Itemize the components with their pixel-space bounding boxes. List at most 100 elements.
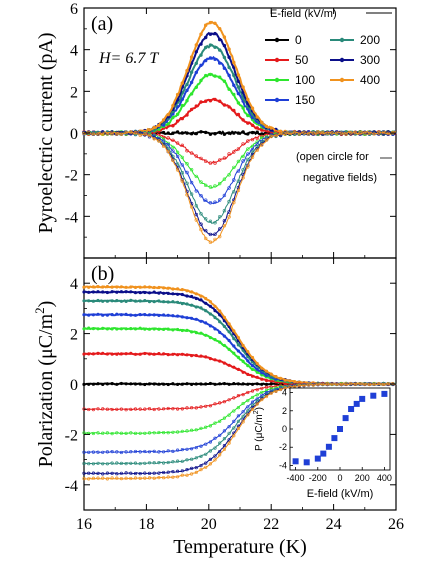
legend-title: E-field (kV/m) [270,8,337,20]
panel-b-point [110,352,114,356]
panel-b-ylabel-end: ) [35,301,57,308]
panel-a-point [227,65,231,70]
panel-a-point [241,118,245,122]
panel-b-point [91,290,95,294]
panel-a-point [222,156,227,160]
panel-b-point [82,285,86,289]
panel-b-point [218,441,222,445]
panel-b-point [250,382,255,386]
panel-b-point [101,450,105,454]
panel-a-point [246,147,250,151]
panel-b-point [152,449,156,454]
panel-a-point [166,149,170,154]
panel-a-point [143,132,147,136]
panel-a-point [236,112,241,117]
panel-b-point [353,382,358,386]
panel-b-point [119,313,123,317]
panel-a-point [175,119,180,123]
panel-b-point [208,462,212,466]
panel-b-point [162,461,166,465]
panel-a-point [260,132,264,136]
panel-a-ytick-label: 6 [70,1,78,18]
panel-a-point [185,170,189,175]
panel-b-point [133,352,138,356]
legend-label: 0 [295,33,302,47]
panel-b-point [147,431,152,435]
panel-b-point [236,419,240,423]
inset-point [331,435,338,442]
panel-b-point [264,378,269,383]
panel-a-point [297,132,301,136]
panel-b-point [199,354,203,358]
panel-a-point [218,99,222,103]
panel-b-point [171,292,175,296]
panel-b-point [96,290,100,294]
panel-b-point [82,471,86,475]
panel-a-point [227,152,231,156]
panel-a-point [213,184,217,188]
panel-a-point [194,50,199,54]
panel-b-point [246,405,250,409]
x-tick-label: 16 [76,516,92,533]
panel-b-point [227,363,231,367]
panel-a-point [218,158,222,162]
panel-b-point [236,343,240,347]
panel-b-point [91,313,95,317]
panel-a-point [185,113,189,117]
panel-b-point [82,352,86,356]
panel-b-point [87,299,91,303]
panel-a-point [189,55,194,59]
panel-b-point [129,431,133,435]
panel-a-ytick-label: 0 [70,126,78,143]
panel-b-point [162,431,166,435]
panel-a-point [185,88,189,93]
panel-b-point [101,431,105,435]
panel-b-point [133,476,138,480]
panel-a-point [227,131,231,135]
panel-b-point [199,319,203,323]
panel-b-point [213,402,217,406]
panel-b-point [115,327,119,331]
panel-a-ytick-label: -2 [65,168,78,185]
panel-b-point [133,431,138,436]
panel-a-point [344,132,348,136]
panel-a-line--400 [83,131,397,243]
panel-a-series-400 [82,20,397,136]
panel-b-point [119,477,123,481]
panel-b-point [194,456,198,460]
panel-a-point [335,131,339,135]
panel-b-point [232,351,236,355]
panel-b-point [96,351,100,356]
panel-a-point [166,136,170,140]
panel-a-point [349,131,353,135]
panel-a-point [311,131,315,135]
panel-b-point [129,351,133,355]
panel-a-point [175,154,180,159]
panel-a-point [236,131,241,135]
panel-b-point [171,460,175,464]
panel-b-point [133,285,138,290]
panel-a-point [222,79,227,83]
panel-b-point [222,334,226,338]
panel-b-point [288,379,292,383]
panel-b-point [166,431,170,435]
panel-b-point [162,470,166,475]
panel-a-point [227,87,231,91]
panel-b-point [147,476,152,480]
panel-b-point [222,315,226,320]
panel-a-point [386,131,390,136]
panel-b-point [119,431,123,435]
panel-b-point [166,382,170,387]
panel-b-point [255,402,259,406]
panel-a-point [222,43,227,48]
panel-a-ylabel: Pyroelectric current (pA) [35,32,57,233]
panel-a-point [227,199,231,204]
panel-b-point [152,476,156,480]
panel-b-point [246,382,250,386]
panel-b-point [199,426,203,430]
panel-b-point [241,393,245,397]
panel-b-point [147,382,152,386]
panel-b-point [110,313,114,317]
panel-a-point [213,161,217,165]
panel-a-point [260,135,264,140]
